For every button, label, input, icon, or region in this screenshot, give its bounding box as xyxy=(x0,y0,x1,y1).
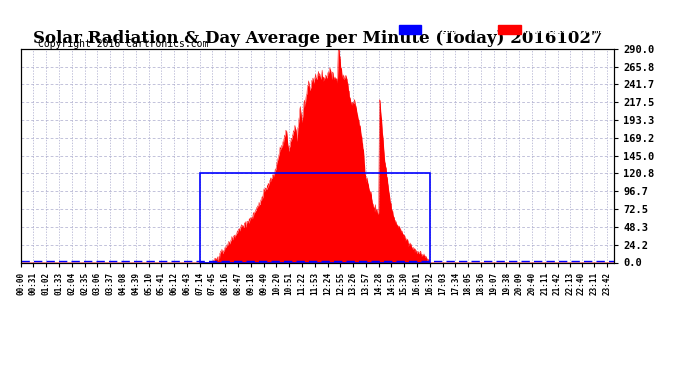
Title: Solar Radiation & Day Average per Minute (Today) 20161027: Solar Radiation & Day Average per Minute… xyxy=(32,30,602,47)
Legend: Median (W/m2), Radiation (W/m2): Median (W/m2), Radiation (W/m2) xyxy=(399,26,609,35)
Text: Copyright 2016 Cartronics.com: Copyright 2016 Cartronics.com xyxy=(38,39,208,50)
Bar xyxy=(199,174,430,262)
